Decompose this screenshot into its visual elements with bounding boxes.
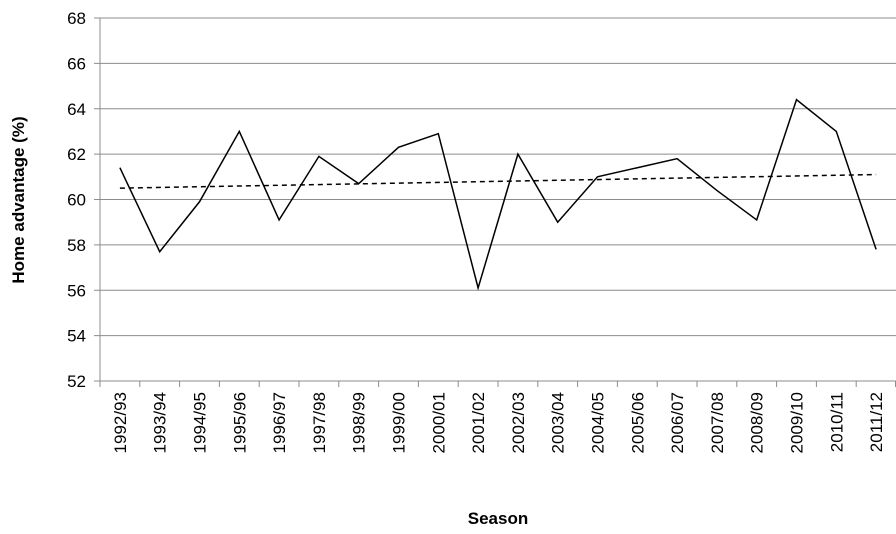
x-tick-label: 2011/12	[867, 392, 886, 452]
x-tick-label: 2005/06	[628, 392, 647, 453]
x-tick-label: 2003/04	[549, 392, 568, 453]
x-tick-label: 1995/96	[230, 392, 249, 453]
x-tick-label: 2000/01	[429, 392, 448, 453]
x-tick-label: 2007/08	[708, 392, 727, 453]
x-tick-label: 2004/05	[589, 392, 608, 453]
y-tick-label: 66	[67, 54, 86, 73]
y-tick-label: 60	[67, 191, 86, 210]
y-tick-label: 56	[67, 281, 86, 300]
x-tick-label: 2009/10	[788, 392, 807, 453]
x-axis-title: Season	[468, 509, 528, 528]
x-tick-label: 1997/98	[310, 392, 329, 453]
x-tick-label: 1994/95	[191, 392, 210, 453]
data-line	[119, 98, 877, 291]
x-tick-label: 1996/97	[270, 392, 289, 453]
x-tick-label: 2006/07	[668, 392, 687, 453]
y-tick-label: 52	[67, 372, 86, 391]
y-tick-label: 62	[67, 145, 86, 164]
y-tick-label: 54	[67, 327, 86, 346]
x-tick-label: 2008/09	[748, 392, 767, 453]
y-tick-label: 64	[67, 100, 86, 119]
y-tick-label: 68	[67, 9, 86, 28]
x-tick-label: 1993/94	[151, 392, 170, 453]
x-tick-label: 1999/00	[390, 392, 409, 453]
y-axis-title: Home advantage (%)	[9, 116, 28, 283]
trend-line	[119, 173, 877, 189]
x-tick-label: 2002/03	[509, 392, 528, 453]
x-tick-label: 2001/02	[469, 392, 488, 453]
x-tick-label: 1998/99	[350, 392, 369, 453]
y-tick-label: 58	[67, 236, 86, 255]
x-tick-label: 2010/11	[827, 392, 846, 452]
x-tick-label: 1992/93	[111, 392, 130, 453]
